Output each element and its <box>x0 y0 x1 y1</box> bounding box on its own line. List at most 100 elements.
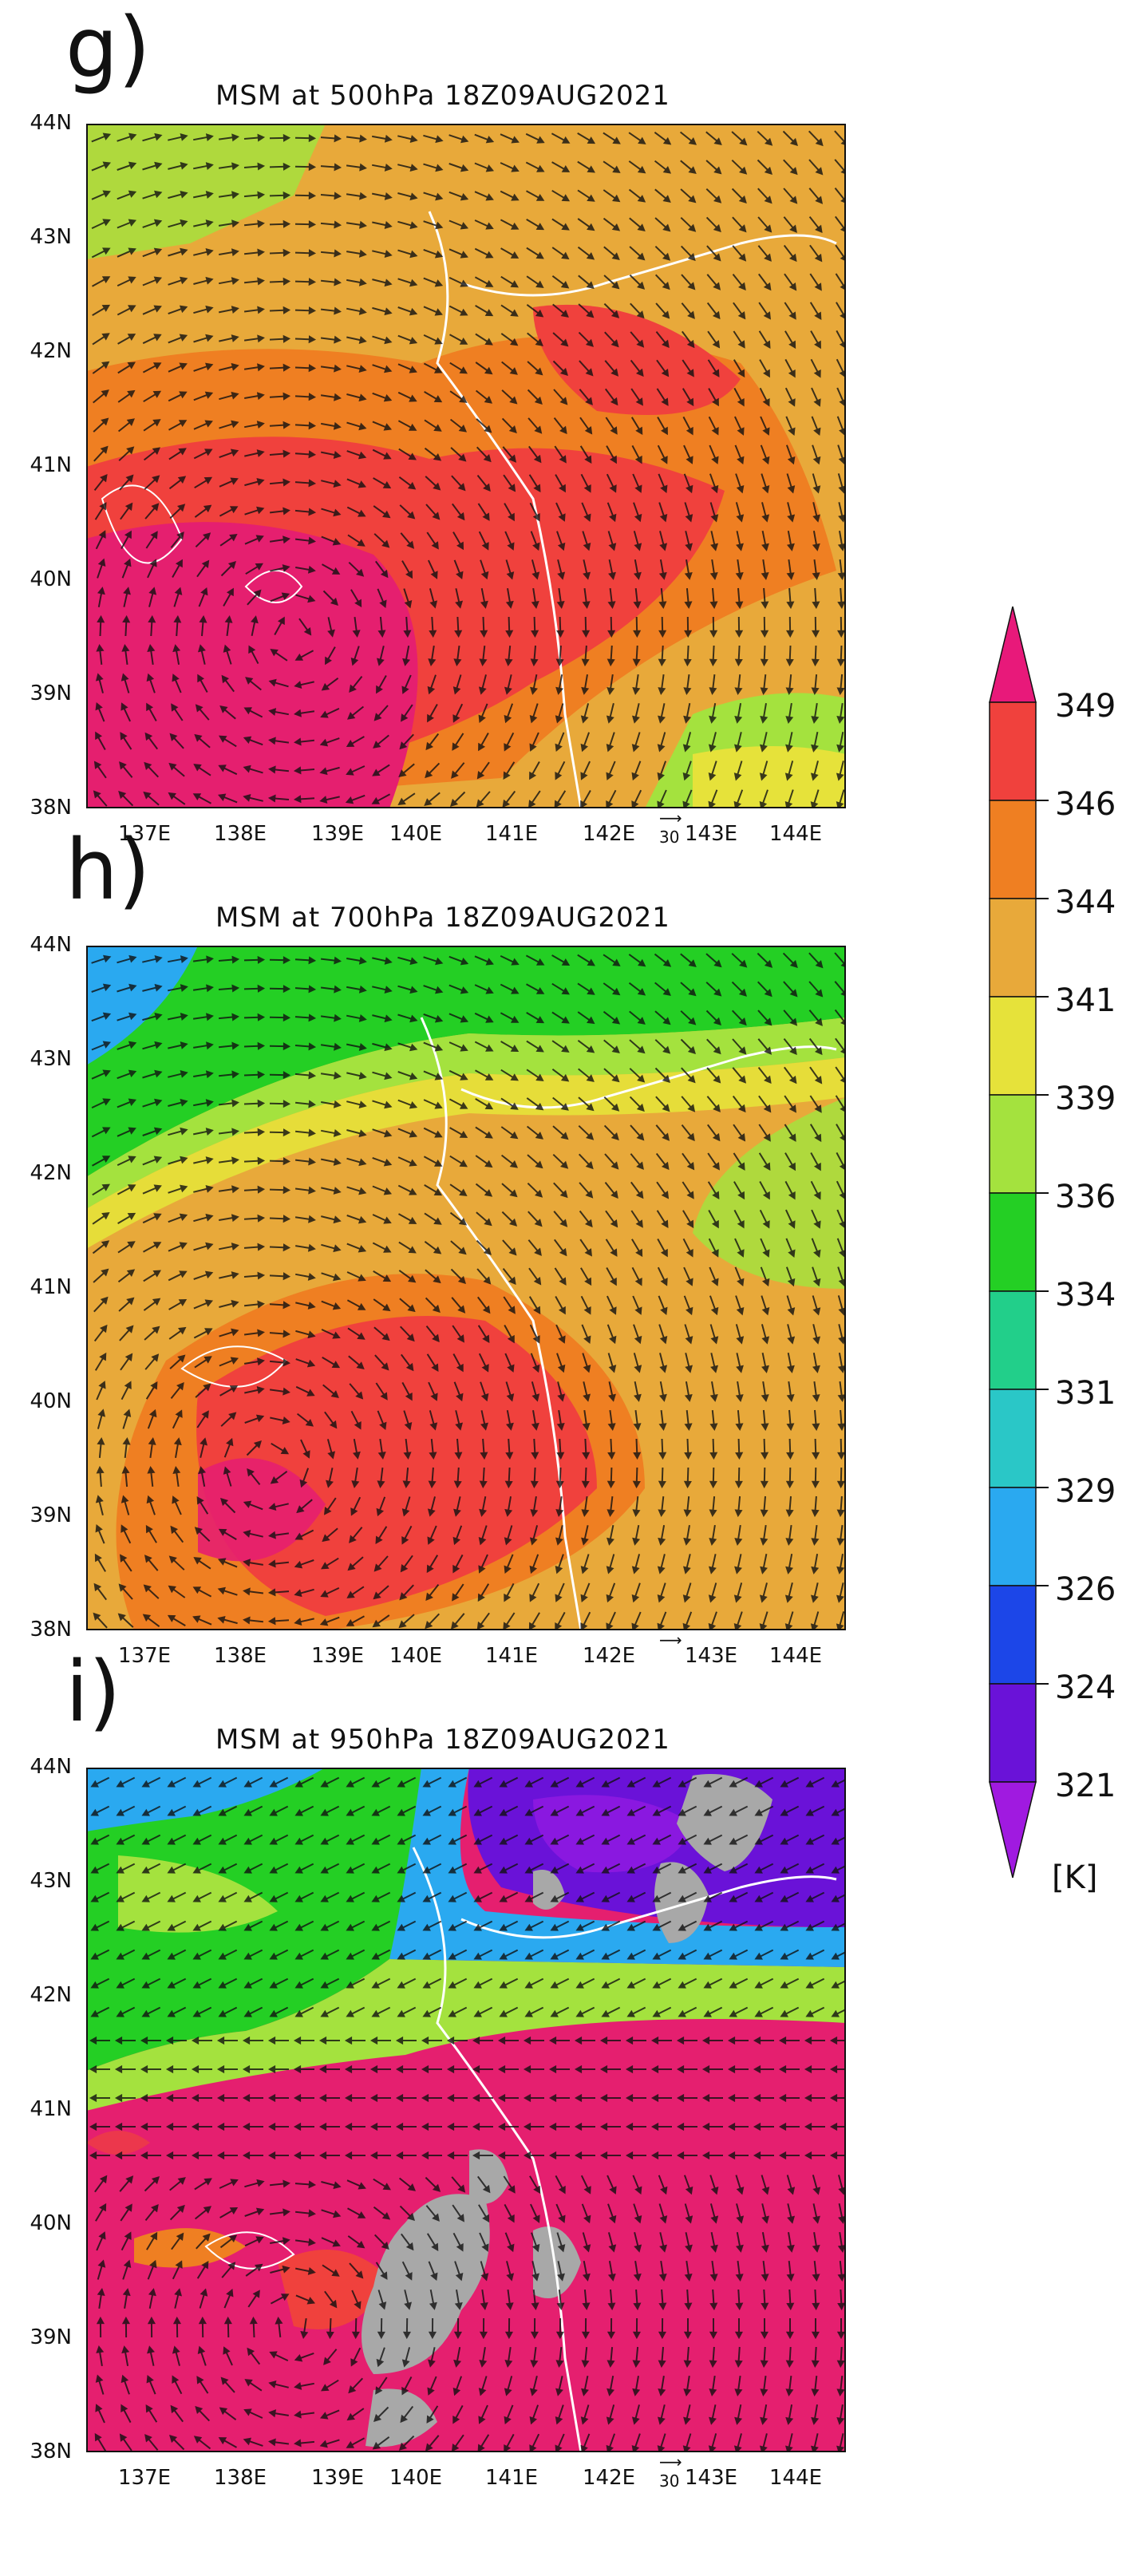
wind-arrow-head <box>294 1894 303 1902</box>
wind-arrow-head <box>610 455 617 464</box>
wind-arrow-head <box>535 1016 545 1024</box>
wind-arrow-head <box>506 2273 515 2282</box>
wind-arrow-head <box>247 1468 255 1477</box>
wind-arrow-head <box>837 572 846 580</box>
wind-arrow-head <box>581 2388 589 2396</box>
wind-arrow-head <box>760 2360 769 2369</box>
wind-arrow-head <box>811 744 819 753</box>
wind-arrow-head <box>739 137 748 146</box>
wind-arrow-head <box>510 1131 519 1140</box>
wind-arrow-head <box>786 1394 795 1402</box>
wind-arrow-head <box>144 761 152 770</box>
wind-arrow-head <box>458 425 468 433</box>
wind-arrow-head <box>836 2331 845 2340</box>
wind-arrow-head <box>454 1452 463 1460</box>
wind-arrow-head <box>459 1101 468 1109</box>
wind-arrow-head <box>531 630 539 638</box>
wind-arrow-head <box>351 2331 360 2340</box>
wind-arrow-head <box>530 1509 539 1517</box>
wind-arrow-head <box>575 1923 584 1931</box>
wind-arrow-head <box>456 541 464 551</box>
x-tick-label: 137E <box>118 1644 172 1668</box>
wind-arrow-head <box>813 369 821 378</box>
wind-arrow-head <box>472 2151 480 2160</box>
wind-arrow-head <box>244 2379 253 2387</box>
wind-arrow-head <box>319 796 328 804</box>
wind-arrow-head <box>810 1623 819 1630</box>
wind-arrow-head <box>575 1981 584 1989</box>
wind-arrow-head <box>194 733 203 742</box>
wind-arrow-head <box>267 1617 276 1626</box>
wind-arrow-head <box>523 2064 531 2074</box>
wind-arrow-head <box>256 506 265 515</box>
wind-arrow-head <box>548 2064 557 2074</box>
wind-arrow-head <box>531 1393 540 1402</box>
wind-arrow-head <box>205 362 214 371</box>
wind-arrow-head <box>294 681 302 689</box>
wind-arrow-head <box>759 1594 768 1603</box>
wind-arrow-head <box>606 1594 614 1603</box>
wind-arrow-head <box>510 222 520 230</box>
wind-arrow-head <box>371 1808 380 1816</box>
wind-arrow-head <box>632 1509 641 1517</box>
wind-arrow-head <box>788 1133 796 1142</box>
wind-arrow-head <box>685 543 693 551</box>
wind-arrow-head <box>637 1074 646 1083</box>
wind-arrow-head <box>307 595 316 603</box>
wind-arrow-head <box>657 1622 665 1630</box>
wind-arrow-head <box>581 2360 590 2368</box>
x-tick-label: 141E <box>485 2466 539 2490</box>
wind-arrow-head <box>397 1981 405 1989</box>
wind-arrow-head <box>435 135 444 144</box>
wind-arrow-head <box>294 1560 303 1569</box>
wind-arrow-head <box>472 2064 480 2074</box>
wind-arrow-head <box>561 1045 570 1053</box>
wind-arrow-head <box>433 1159 443 1167</box>
wind-arrow-head <box>371 1952 380 1960</box>
wind-arrow-head <box>429 600 438 609</box>
wind-arrow-head <box>409 394 417 402</box>
wind-arrow-head <box>601 2009 610 2017</box>
wind-arrow-head <box>204 420 213 428</box>
wind-arrow-head <box>555 772 563 780</box>
wind-arrow-head <box>736 485 745 494</box>
wind-arrow-head <box>430 571 438 579</box>
wind-arrow-head <box>152 419 161 427</box>
wind-arrow-head <box>683 1480 692 1489</box>
wind-arrow-head <box>127 1184 136 1192</box>
wind-arrow-head <box>815 138 824 147</box>
wind-arrow-head <box>451 2444 460 2452</box>
wind-arrow-head <box>499 1837 508 1845</box>
wind-arrow-head <box>780 1808 788 1816</box>
wind-arrow-head <box>479 2360 488 2368</box>
wind-arrow-head <box>167 1808 176 1816</box>
wind-arrow-head <box>607 1537 614 1546</box>
y-tick-label: 41N <box>30 2097 72 2121</box>
wind-arrow-head <box>383 1187 393 1195</box>
wind-arrow-head <box>358 1043 367 1051</box>
wind-arrow-head <box>459 1160 468 1167</box>
wind-arrow-head <box>257 306 265 314</box>
wind-arrow-head <box>686 484 693 494</box>
wind-arrow-head <box>147 644 156 652</box>
wind-arrow-head <box>372 768 381 776</box>
wind-arrow-head <box>146 1495 155 1504</box>
wind-arrow-head <box>761 1423 769 1432</box>
wind-arrow-head <box>170 2404 179 2414</box>
wind-arrow-head <box>815 960 824 969</box>
wind-arrow-head <box>659 2215 668 2224</box>
wind-arrow-head <box>634 2244 642 2253</box>
wind-arrow-head <box>631 715 640 724</box>
wind-arrow-head <box>350 2358 358 2367</box>
wind-arrow-head <box>709 572 718 580</box>
wind-arrow-head <box>710 2244 718 2253</box>
wind-arrow-head <box>329 2299 338 2309</box>
wind-arrow-head <box>559 1277 567 1286</box>
wind-arrow-head <box>269 1866 278 1874</box>
wind-arrow-head <box>813 398 821 407</box>
wind-arrow-head <box>452 2415 460 2424</box>
wind-arrow-head <box>90 1923 99 1931</box>
x-tick-label: 144E <box>769 2466 823 2490</box>
wind-arrow-head <box>812 601 820 610</box>
wind-arrow-head <box>837 543 846 551</box>
